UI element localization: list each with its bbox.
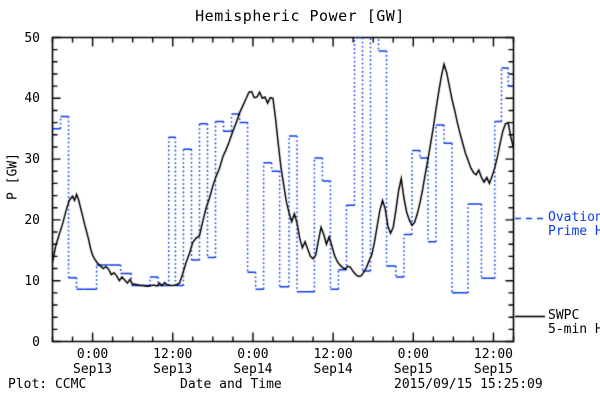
x-axis-title: Date and Time <box>180 377 282 392</box>
y-tick-label: 10 <box>24 273 40 289</box>
y-tick-label: 20 <box>24 212 40 228</box>
x-tick-label: 12:00 Sep15 <box>473 347 514 377</box>
y-tick-label: 30 <box>24 152 40 168</box>
y-tick-label: 40 <box>24 91 40 107</box>
x-tick-label: 0:00 Sep14 <box>233 347 273 377</box>
chart-title: Hemispheric Power [GW] <box>195 7 405 25</box>
y-tick-label: 50 <box>24 30 40 46</box>
render-timestamp: 2015/09/15 15:25:09 <box>394 377 543 392</box>
x-tick-label: 0:00 Sep13 <box>73 347 113 377</box>
x-tick-label: 12:00 Sep14 <box>313 347 353 377</box>
x-tick-label: 0:00 Sep15 <box>393 347 433 377</box>
x-tick-label: 12:00 Sep13 <box>153 347 193 377</box>
plot-credit: Plot: CCMC <box>8 377 87 392</box>
y-tick-label: 0 <box>32 334 40 350</box>
